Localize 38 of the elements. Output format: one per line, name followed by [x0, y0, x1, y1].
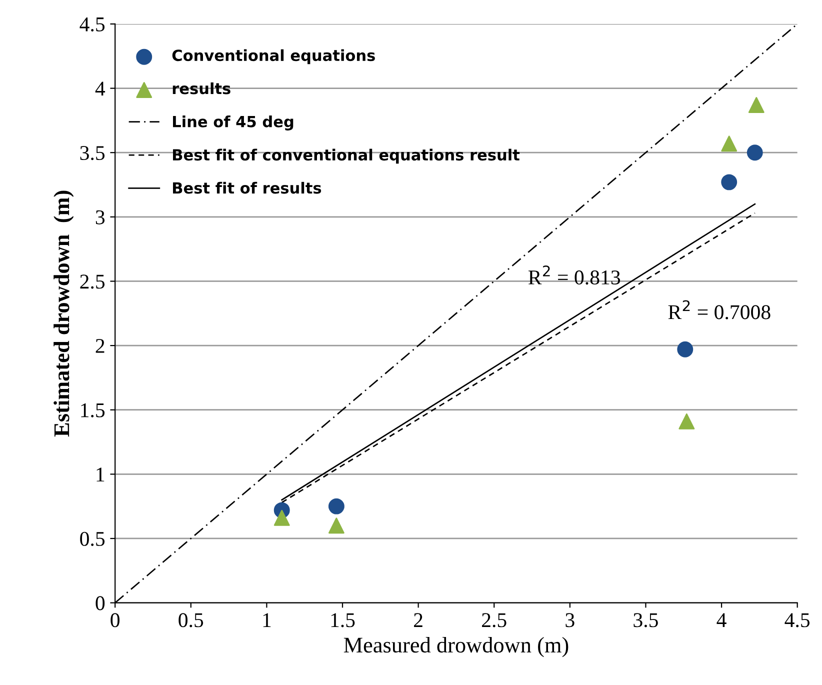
- y-tick-label: 1: [96, 468, 104, 482]
- x-axis-title: Measured drowdown (m): [344, 636, 568, 658]
- y-tick-label: 0.5: [80, 532, 105, 546]
- y-axis-title: Estimated drowdown (m): [54, 190, 74, 437]
- x-tick-label: 1: [263, 613, 271, 627]
- y-tick-label: 3: [96, 210, 105, 224]
- x-tick-label: 4.5: [784, 613, 810, 628]
- x-tick-label: 3: [566, 613, 574, 628]
- point: [721, 174, 738, 190]
- y-tick-label: 3.5: [80, 146, 105, 160]
- point: [328, 518, 344, 534]
- y-tick-label: 2: [96, 338, 104, 353]
- x-tick-label: 3.5: [634, 613, 658, 628]
- y-tick-label: 4: [95, 82, 106, 96]
- x-tick-label: 2: [414, 613, 422, 627]
- legend-label: Line of 45 deg: [173, 116, 294, 130]
- annotation: R$^{2}$ = 0.7008: [668, 300, 770, 320]
- x-tick-label: 1.5: [331, 613, 355, 628]
- x-tick-label: 4: [716, 613, 726, 627]
- x-tick-label: 2.5: [482, 613, 506, 628]
- y-tick-label: 4.5: [80, 17, 105, 32]
- legend-label: Best fit of conventional equations result: [173, 148, 520, 164]
- y-tick-label: 0: [96, 596, 105, 610]
- point: [746, 144, 763, 161]
- legend-label: Conventional equations: [172, 49, 375, 64]
- point: [678, 413, 695, 430]
- point: [274, 510, 290, 526]
- point: [748, 97, 764, 113]
- x-tick-label: 0: [110, 613, 120, 628]
- legend-label: results: [172, 82, 230, 94]
- y-tick-label: 1.5: [81, 403, 105, 418]
- y-tick-label: 2.5: [80, 274, 105, 289]
- x-tick-label: 0.5: [178, 613, 204, 628]
- point: [328, 498, 344, 514]
- legend-label: Best fit of results: [173, 182, 322, 194]
- point: [721, 136, 738, 152]
- point: [677, 341, 694, 358]
- annotation: R$^{2}$ = 0.813: [528, 265, 620, 285]
